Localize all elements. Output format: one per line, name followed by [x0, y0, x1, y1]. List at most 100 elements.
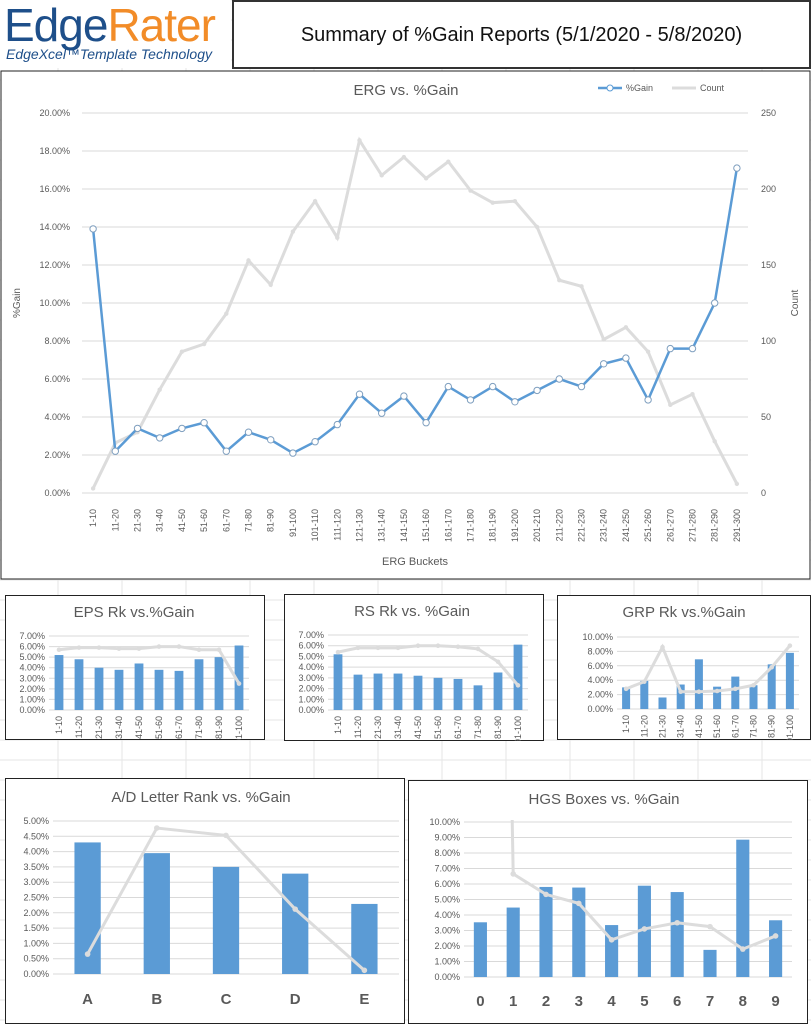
y-tick-label: 7.00%: [298, 630, 324, 640]
y-tick-label: 9.00%: [434, 833, 460, 843]
x-tick-label: 91-100: [513, 716, 523, 741]
y-tick-label: 10.00%: [582, 632, 613, 642]
x-tick-label: 71-80: [473, 716, 483, 739]
trend-point: [395, 645, 401, 651]
y-tick-label: 4.50%: [23, 831, 49, 841]
bar: [670, 892, 684, 977]
trend-point: [641, 926, 648, 932]
bar: [539, 886, 553, 977]
gain-point: [222, 447, 231, 455]
trend-point: [495, 659, 501, 665]
y2-tick-label: 50: [761, 412, 771, 422]
x-tick-label: 261-270: [665, 509, 675, 542]
bar: [622, 687, 631, 709]
y-tick-label: 2.00%: [44, 450, 70, 460]
bar: [736, 839, 750, 977]
y-tick-label: 6.00%: [298, 641, 324, 651]
x-tick-label: 151-160: [421, 509, 431, 542]
report-header: Summary of %Gain Reports (5/1/2020 - 5/8…: [232, 0, 811, 69]
x-tick-label: 91-100: [234, 716, 244, 740]
gain-point: [444, 382, 452, 391]
y2-tick-label: 0: [761, 488, 766, 498]
y-tick-label: 3.00%: [23, 877, 49, 887]
trend-point: [76, 645, 82, 650]
x-tick-label: 1: [509, 993, 517, 1010]
y-tick-label: 2.00%: [298, 684, 324, 694]
count-point: [401, 154, 407, 160]
gain-point: [133, 424, 142, 433]
bar: [214, 657, 224, 710]
y2-axis-title: Count: [790, 289, 801, 316]
x-tick-label: 21-30: [94, 716, 104, 739]
bar: [703, 949, 717, 977]
x-tick-label: 161-170: [443, 509, 453, 542]
trend-point: [576, 900, 582, 907]
trend-point: [223, 832, 229, 839]
bar: [473, 685, 483, 710]
report-title: Summary of %Gain Reports (5/1/2020 - 5/8…: [300, 24, 743, 46]
x-tick-label: 41-50: [694, 715, 704, 738]
trend-point: [772, 933, 779, 939]
trend-point: [236, 681, 242, 686]
x-tick-label: 51-60: [712, 715, 722, 738]
y-tick-label: 0.00%: [434, 972, 460, 982]
x-tick-label: 81-90: [266, 509, 276, 532]
trend-point: [84, 951, 91, 957]
y-tick-label: 1.00%: [298, 694, 324, 704]
y2-tick-label: 100: [761, 336, 776, 346]
bar: [373, 673, 383, 710]
x-tick-label: 11-20: [74, 716, 84, 738]
trend-line: [337, 644, 520, 687]
x-tick-label: 21-30: [658, 715, 668, 738]
trend-point: [154, 825, 160, 831]
bar: [353, 674, 363, 710]
logo-brand-edge: Edge: [4, 0, 108, 51]
legend-gain-marker: [606, 84, 614, 92]
x-tick-label: C: [221, 991, 232, 1008]
y-tick-label: 0.00%: [587, 704, 613, 714]
y-tick-label: 8.00%: [434, 848, 460, 858]
trend-point: [455, 644, 461, 650]
bar: [694, 659, 703, 709]
count-point: [734, 481, 740, 487]
x-tick-label: 31-40: [676, 715, 686, 738]
y-tick-label: 1.50%: [23, 923, 49, 933]
bar: [713, 686, 722, 709]
trend-point: [136, 646, 142, 651]
gain-point: [156, 434, 164, 442]
y-tick-label: 5.00%: [23, 816, 49, 826]
y2-tick-label: 200: [761, 184, 776, 194]
count-point: [290, 229, 296, 234]
gain-point: [644, 396, 652, 404]
x-tick-label: 11-20: [353, 716, 363, 738]
legend-count-label: Count: [700, 83, 725, 93]
ad-chart: A/D Letter Rank vs. %Gain 0.00% 0.50% 1.00%…: [5, 778, 405, 1024]
bar: [658, 697, 667, 709]
count-point: [446, 159, 451, 164]
y-tick-label: 4.00%: [44, 412, 70, 422]
y-tick-label: 0.00%: [19, 705, 45, 715]
gain-point: [666, 344, 674, 353]
x-tick-label: 1-10: [54, 716, 64, 734]
gain-point: [200, 419, 208, 427]
trend-point: [415, 643, 421, 649]
bar: [676, 684, 685, 709]
edgerater-logo: EdgeRater EdgeXcel™Template Technology: [0, 0, 231, 68]
bar: [234, 645, 244, 710]
x-tick-label: 211-220: [554, 509, 564, 541]
chart-title: ERG vs. %Gain: [353, 82, 458, 99]
chart-border: [0, 70, 811, 580]
x-tick-label: 81-90: [493, 716, 503, 739]
x-tick-label: 7: [706, 993, 714, 1010]
eps-chart: EPS Rk vs.%Gain 0.00%1.00%2.00%3.00%4.00%…: [5, 595, 265, 740]
bar: [174, 670, 184, 710]
count-point: [490, 200, 495, 205]
y-tick-label: 0.00%: [23, 969, 49, 979]
trend-line: [510, 819, 777, 951]
x-tick-label: 1-10: [333, 716, 343, 734]
trend-point: [292, 906, 299, 912]
y-tick-label: 4.00%: [298, 662, 324, 672]
gain-point: [289, 449, 297, 457]
count-point: [157, 387, 162, 392]
y-tick-label: 2.50%: [23, 893, 49, 903]
